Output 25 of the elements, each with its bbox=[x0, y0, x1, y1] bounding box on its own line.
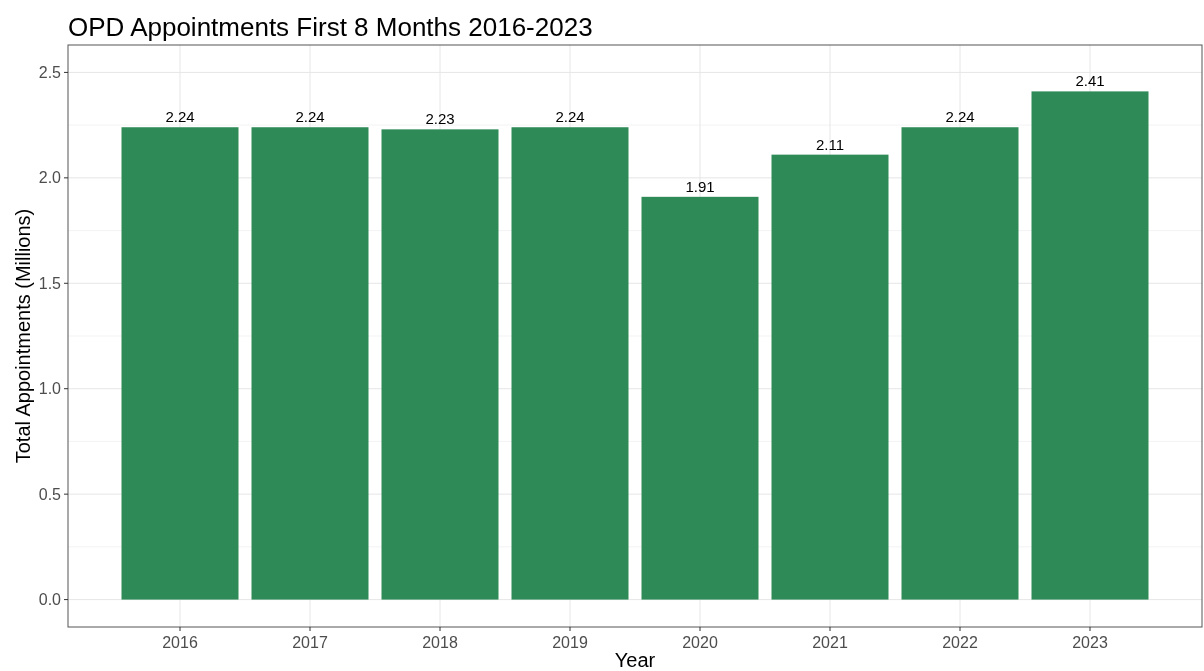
data-label: 2.23 bbox=[425, 110, 455, 128]
y-tick-label: 2.5 bbox=[38, 64, 62, 82]
x-tick-label: 2023 bbox=[1072, 634, 1108, 651]
x-tick-label: 2017 bbox=[292, 634, 328, 651]
data-label: 2.41 bbox=[1075, 72, 1105, 90]
data-label: 2.24 bbox=[555, 108, 585, 126]
data-label: 2.24 bbox=[945, 108, 975, 126]
y-tick-label: 1.5 bbox=[38, 274, 62, 292]
x-tick-label: 2021 bbox=[812, 634, 848, 651]
x-tick-label: 2016 bbox=[162, 634, 198, 651]
x-tick-label: 2018 bbox=[422, 634, 458, 651]
y-tick-label: 0.0 bbox=[38, 591, 62, 609]
x-tick-label: 2020 bbox=[682, 634, 718, 651]
chart-title: OPD Appointments First 8 Months 2016-2023 bbox=[68, 12, 593, 42]
data-label: 2.11 bbox=[815, 135, 845, 153]
y-tick-label: 1.0 bbox=[38, 380, 62, 398]
y-axis-title: Total Appointments (Millions) bbox=[12, 208, 34, 464]
data-label: 2.24 bbox=[165, 108, 195, 126]
x-tick-label: 2019 bbox=[552, 634, 588, 651]
x-axis-title: Year bbox=[614, 649, 656, 671]
y-tick-label: 0.5 bbox=[38, 485, 62, 503]
data-label: 2.24 bbox=[295, 108, 325, 126]
y-tick-label: 2.0 bbox=[38, 169, 62, 187]
data-label: 1.91 bbox=[685, 177, 715, 195]
x-tick-label: 2022 bbox=[942, 634, 978, 651]
